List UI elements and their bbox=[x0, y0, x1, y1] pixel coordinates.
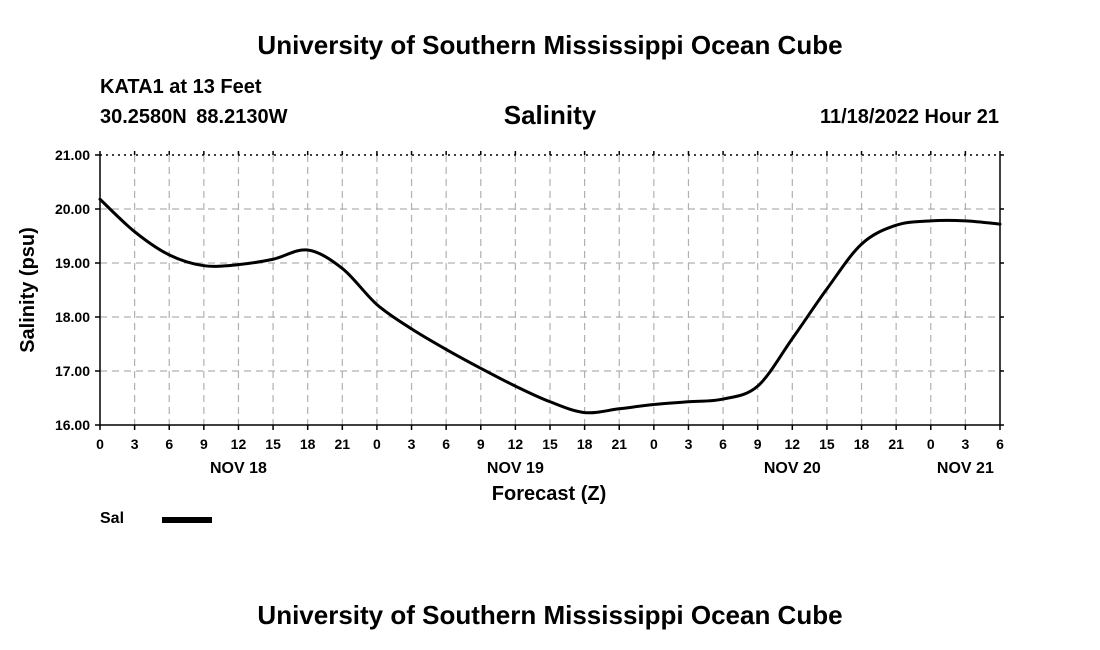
x-tick-label: 21 bbox=[335, 436, 351, 452]
day-label: NOV 19 bbox=[487, 460, 544, 477]
x-tick-label: 12 bbox=[231, 436, 247, 452]
x-tick-label: 0 bbox=[96, 436, 104, 452]
x-tick-label: 21 bbox=[888, 436, 904, 452]
x-tick-label: 12 bbox=[785, 436, 801, 452]
legend-swatch bbox=[162, 517, 212, 523]
y-tick-label: 17.00 bbox=[55, 363, 90, 379]
x-tick-label: 3 bbox=[685, 436, 693, 452]
x-tick-label: 18 bbox=[300, 436, 316, 452]
station-coordinates: 30.2580N 88.2130W bbox=[100, 106, 288, 128]
x-tick-label: 18 bbox=[577, 436, 593, 452]
x-tick-label: 21 bbox=[611, 436, 627, 452]
x-tick-label: 0 bbox=[927, 436, 935, 452]
day-label: NOV 20 bbox=[764, 460, 821, 477]
x-tick-label: 9 bbox=[477, 436, 485, 452]
y-axis-label: Salinity (psu) bbox=[17, 227, 39, 353]
x-tick-label: 6 bbox=[719, 436, 727, 452]
x-tick-label: 18 bbox=[854, 436, 870, 452]
chart-title: Salinity bbox=[503, 100, 597, 130]
x-tick-label: 3 bbox=[408, 436, 416, 452]
x-tick-label: 15 bbox=[265, 436, 281, 452]
page-title: University of Southern Mississippi Ocean… bbox=[257, 30, 843, 60]
x-tick-label: 3 bbox=[961, 436, 969, 452]
x-tick-label: 15 bbox=[542, 436, 558, 452]
y-tick-label: 19.00 bbox=[55, 255, 90, 271]
day-label: NOV 18 bbox=[210, 460, 267, 477]
salinity-series-line bbox=[98, 197, 1002, 415]
y-tick-label: 18.00 bbox=[55, 309, 90, 325]
x-tick-label: 6 bbox=[165, 436, 173, 452]
x-tick-label: 12 bbox=[508, 436, 524, 452]
x-tick-label: 0 bbox=[650, 436, 658, 452]
x-tick-label: 6 bbox=[442, 436, 450, 452]
forecast-timestamp: 11/18/2022 Hour 21 bbox=[819, 106, 999, 128]
day-label: NOV 21 bbox=[937, 460, 994, 477]
x-tick-label: 15 bbox=[819, 436, 835, 452]
x-axis-label: Forecast (Z) bbox=[492, 483, 606, 505]
x-tick-label: 6 bbox=[996, 436, 1004, 452]
x-tick-label: 3 bbox=[131, 436, 139, 452]
x-tick-label: 9 bbox=[754, 436, 762, 452]
y-tick-label: 20.00 bbox=[55, 201, 90, 217]
x-tick-label: 9 bbox=[200, 436, 208, 452]
x-tick-label: 0 bbox=[373, 436, 381, 452]
y-tick-label: 16.00 bbox=[55, 417, 90, 433]
legend-label: Sal bbox=[100, 510, 125, 527]
footer-title: University of Southern Mississippi Ocean… bbox=[257, 600, 843, 630]
station-label: KATA1 at 13 Feet bbox=[100, 76, 262, 98]
y-tick-label: 21.00 bbox=[55, 147, 90, 163]
